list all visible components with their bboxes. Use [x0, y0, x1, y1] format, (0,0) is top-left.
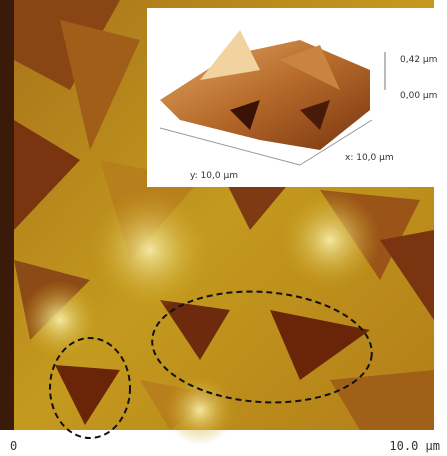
- inset: 0,42 µm 0,00 µm y: 10,0 µm x: 10,0 µm: [147, 8, 437, 187]
- x-axis-label: x: 10,0 µm: [345, 153, 394, 163]
- z-min-label: 0,00 µm: [400, 91, 437, 101]
- afm-figure: 0,42 µm 0,00 µm y: 10,0 µm x: 10,0 µm 0 …: [0, 0, 447, 456]
- scale-end: 10.0 µm: [389, 439, 440, 453]
- scale-start: 0: [10, 439, 17, 453]
- z-max-label: 0,42 µm: [400, 55, 437, 65]
- y-axis-label: y: 10,0 µm: [190, 171, 238, 181]
